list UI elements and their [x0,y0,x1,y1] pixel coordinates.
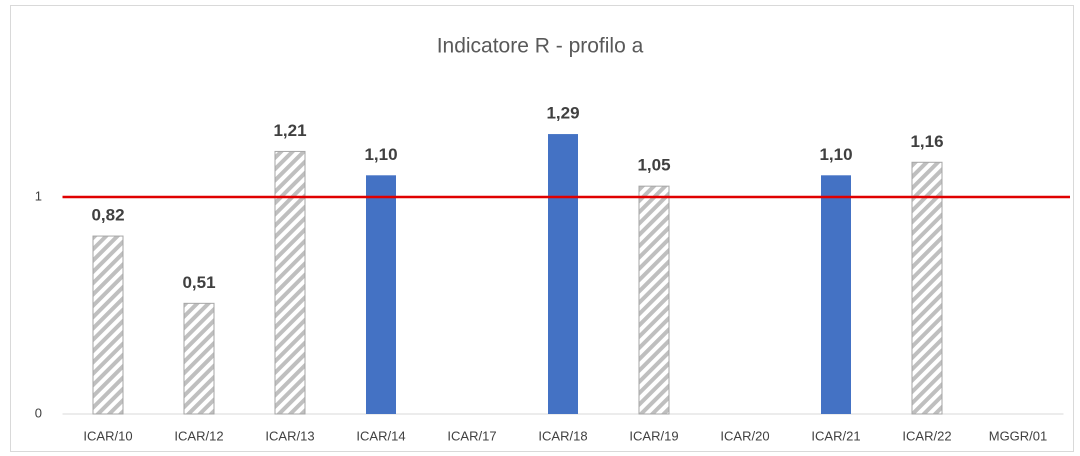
data-label: 1,29 [546,104,579,123]
x-tick-label: ICAR/21 [811,428,860,443]
y-tick-label: 1 [35,188,42,203]
bar [366,175,396,414]
chart-title: Indicatore R - profilo a [437,35,644,58]
x-tick-label: MGGR/01 [989,428,1048,443]
bar [92,235,124,415]
bar [274,150,306,415]
x-tick-label: ICAR/19 [629,428,678,443]
data-label: 1,10 [364,145,397,164]
x-tick-label: ICAR/22 [902,428,951,443]
y-tick-label: 0 [35,405,42,420]
bar [183,302,215,415]
x-tick-label: ICAR/13 [265,428,314,443]
bar [638,185,670,415]
data-label: 1,16 [910,132,943,151]
x-tick-label: ICAR/10 [83,428,132,443]
data-label: 1,10 [819,145,852,164]
x-tick-label: ICAR/17 [447,428,496,443]
x-tick-label: ICAR/12 [174,428,223,443]
bar [911,161,943,415]
data-label: 1,21 [273,121,306,140]
data-label: 1,05 [637,156,670,175]
x-tick-label: ICAR/20 [720,428,769,443]
bar [821,175,851,414]
bar [548,134,578,414]
data-label: 0,82 [91,206,124,225]
x-tick-label: ICAR/14 [356,428,405,443]
x-tick-label: ICAR/18 [538,428,587,443]
data-label: 0,51 [182,273,215,292]
